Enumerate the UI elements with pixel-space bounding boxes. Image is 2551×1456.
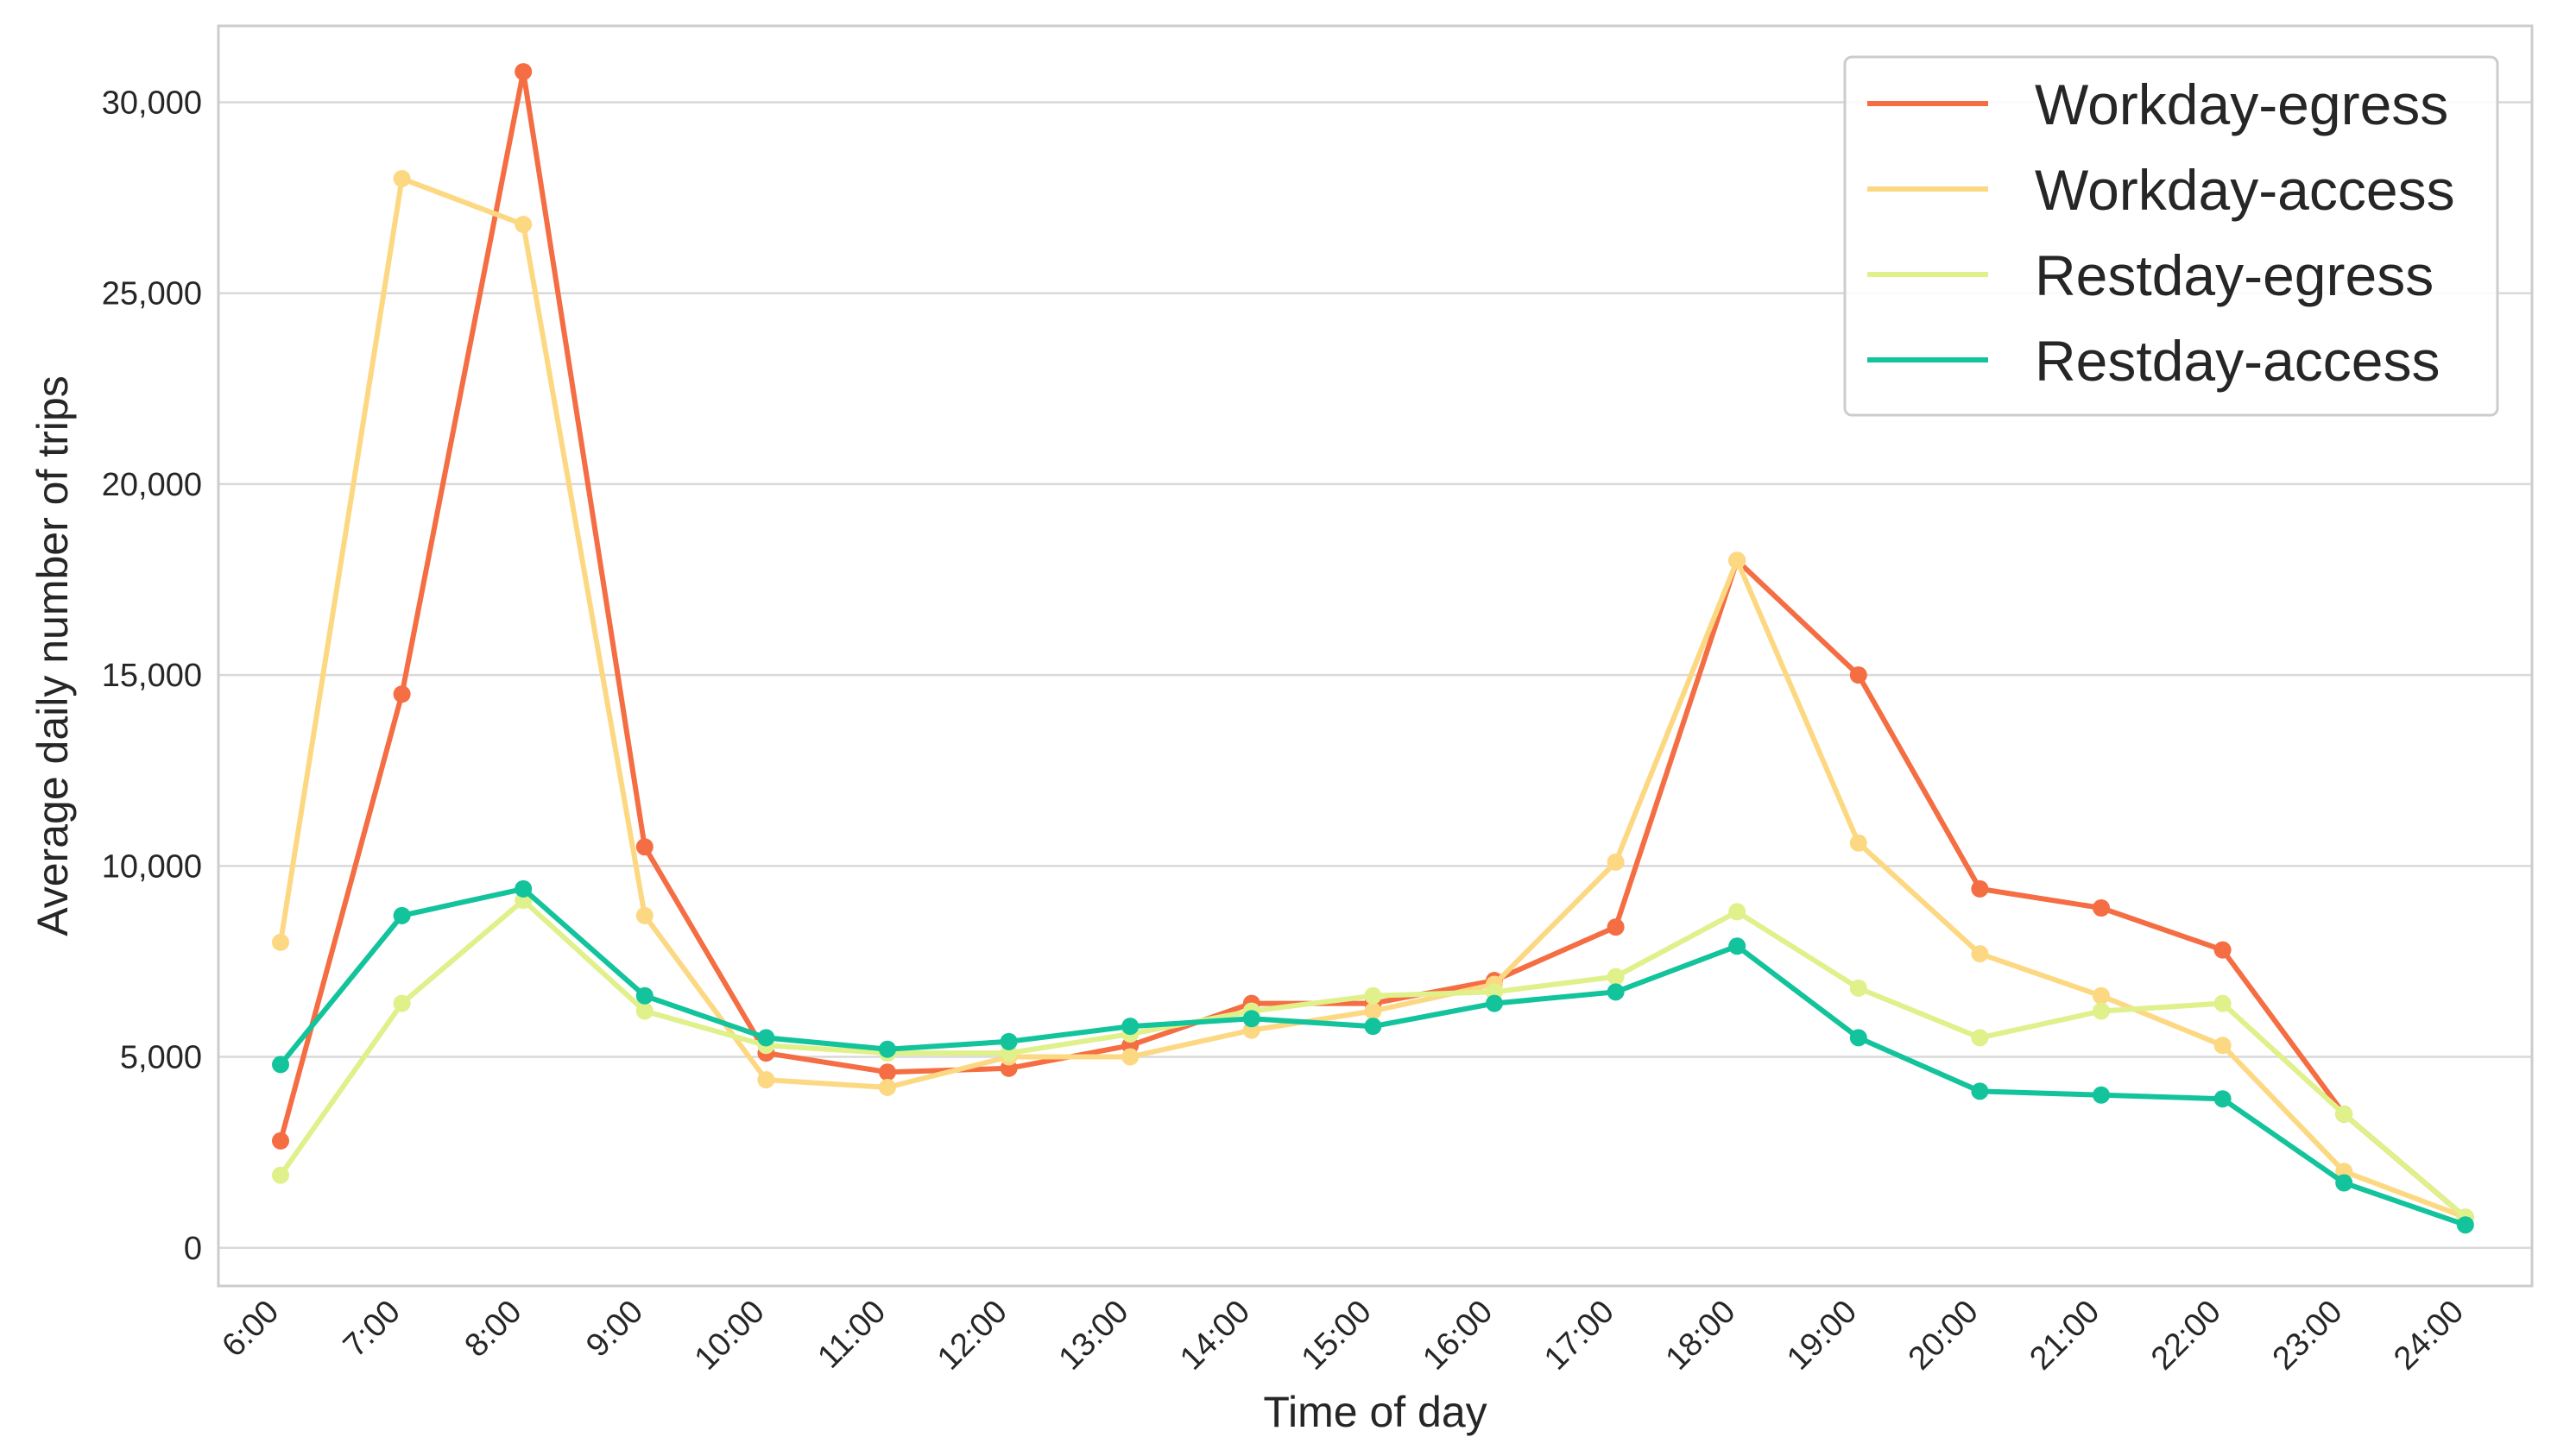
y-tick-label: 5,000	[120, 1040, 202, 1076]
legend-label: Workday-access	[2035, 158, 2455, 222]
data-point	[2213, 994, 2232, 1012]
series-workday-access	[272, 169, 2474, 1226]
data-point	[1971, 1029, 1989, 1047]
data-point	[515, 879, 533, 898]
data-point	[2335, 1174, 2353, 1192]
series-restday-access	[272, 879, 2474, 1234]
y-axis-title: Average daily number of trips	[28, 375, 77, 936]
data-point	[1728, 552, 1746, 570]
data-point	[1607, 918, 1625, 936]
data-point	[1728, 937, 1746, 955]
y-tick-label: 25,000	[102, 276, 202, 312]
y-tick-label: 10,000	[102, 848, 202, 885]
data-point	[635, 986, 654, 1005]
data-point	[2213, 1037, 2232, 1055]
data-point	[1607, 983, 1625, 1001]
data-point	[1849, 834, 1867, 852]
data-point	[1849, 666, 1867, 684]
data-point	[1849, 1029, 1867, 1047]
data-point	[2093, 1086, 2110, 1104]
legend-label: Workday-egress	[2035, 72, 2448, 136]
y-tick-label: 0	[184, 1231, 202, 1267]
data-point	[1364, 1018, 1382, 1036]
data-point	[1971, 945, 1989, 963]
data-point	[393, 169, 411, 187]
data-point	[272, 933, 289, 951]
data-point	[272, 1166, 289, 1184]
data-point	[393, 994, 411, 1012]
data-point	[1849, 979, 1867, 997]
data-point	[2093, 1002, 2110, 1020]
legend-label: Restday-access	[2035, 329, 2440, 393]
data-point	[635, 1002, 654, 1020]
data-point	[1607, 968, 1625, 986]
data-point	[879, 1063, 896, 1081]
data-point	[515, 63, 533, 81]
data-point	[1121, 1048, 1140, 1066]
series-lines	[272, 63, 2474, 1234]
data-point	[1364, 986, 1382, 1005]
data-point	[1000, 1032, 1018, 1050]
data-point	[635, 838, 654, 856]
data-point	[272, 1131, 289, 1150]
legend-items: Workday-egress Workday-access Restday-egre…	[1867, 72, 2455, 393]
data-point	[1971, 879, 1989, 898]
data-point	[635, 906, 654, 924]
legend: Workday-egress Workday-access Restday-egre…	[1843, 55, 2499, 417]
data-point	[879, 1078, 896, 1096]
y-tick-label: 30,000	[102, 85, 202, 121]
data-point	[1971, 1082, 1989, 1100]
data-point	[2093, 899, 2110, 917]
data-point	[757, 1029, 775, 1047]
data-point	[2093, 986, 2110, 1005]
data-point	[1121, 1018, 1140, 1036]
data-point	[879, 1040, 896, 1058]
legend-label: Restday-egress	[2035, 243, 2434, 307]
data-point	[2335, 1105, 2353, 1123]
plot-frame	[217, 24, 2534, 1288]
data-point	[2456, 1216, 2474, 1234]
data-point	[2213, 941, 2232, 959]
data-point	[272, 1056, 289, 1074]
data-point	[1242, 1010, 1260, 1028]
data-point	[757, 1071, 775, 1089]
data-point	[1607, 853, 1625, 871]
data-point	[1364, 1002, 1382, 1020]
data-point	[2213, 1090, 2232, 1108]
y-tick-label: 20,000	[102, 467, 202, 503]
legend-box	[1843, 55, 2499, 417]
data-point	[1728, 903, 1746, 921]
x-axis-title: Time of day	[1263, 1388, 1487, 1436]
data-point	[1486, 994, 1503, 1012]
data-point	[515, 216, 533, 234]
data-point	[393, 906, 411, 924]
y-tick-labels: 0 5,000 10,000 15,000 20,000 25,000 30,000	[102, 85, 202, 1266]
data-point	[393, 685, 411, 703]
y-tick-label: 15,000	[102, 658, 202, 694]
